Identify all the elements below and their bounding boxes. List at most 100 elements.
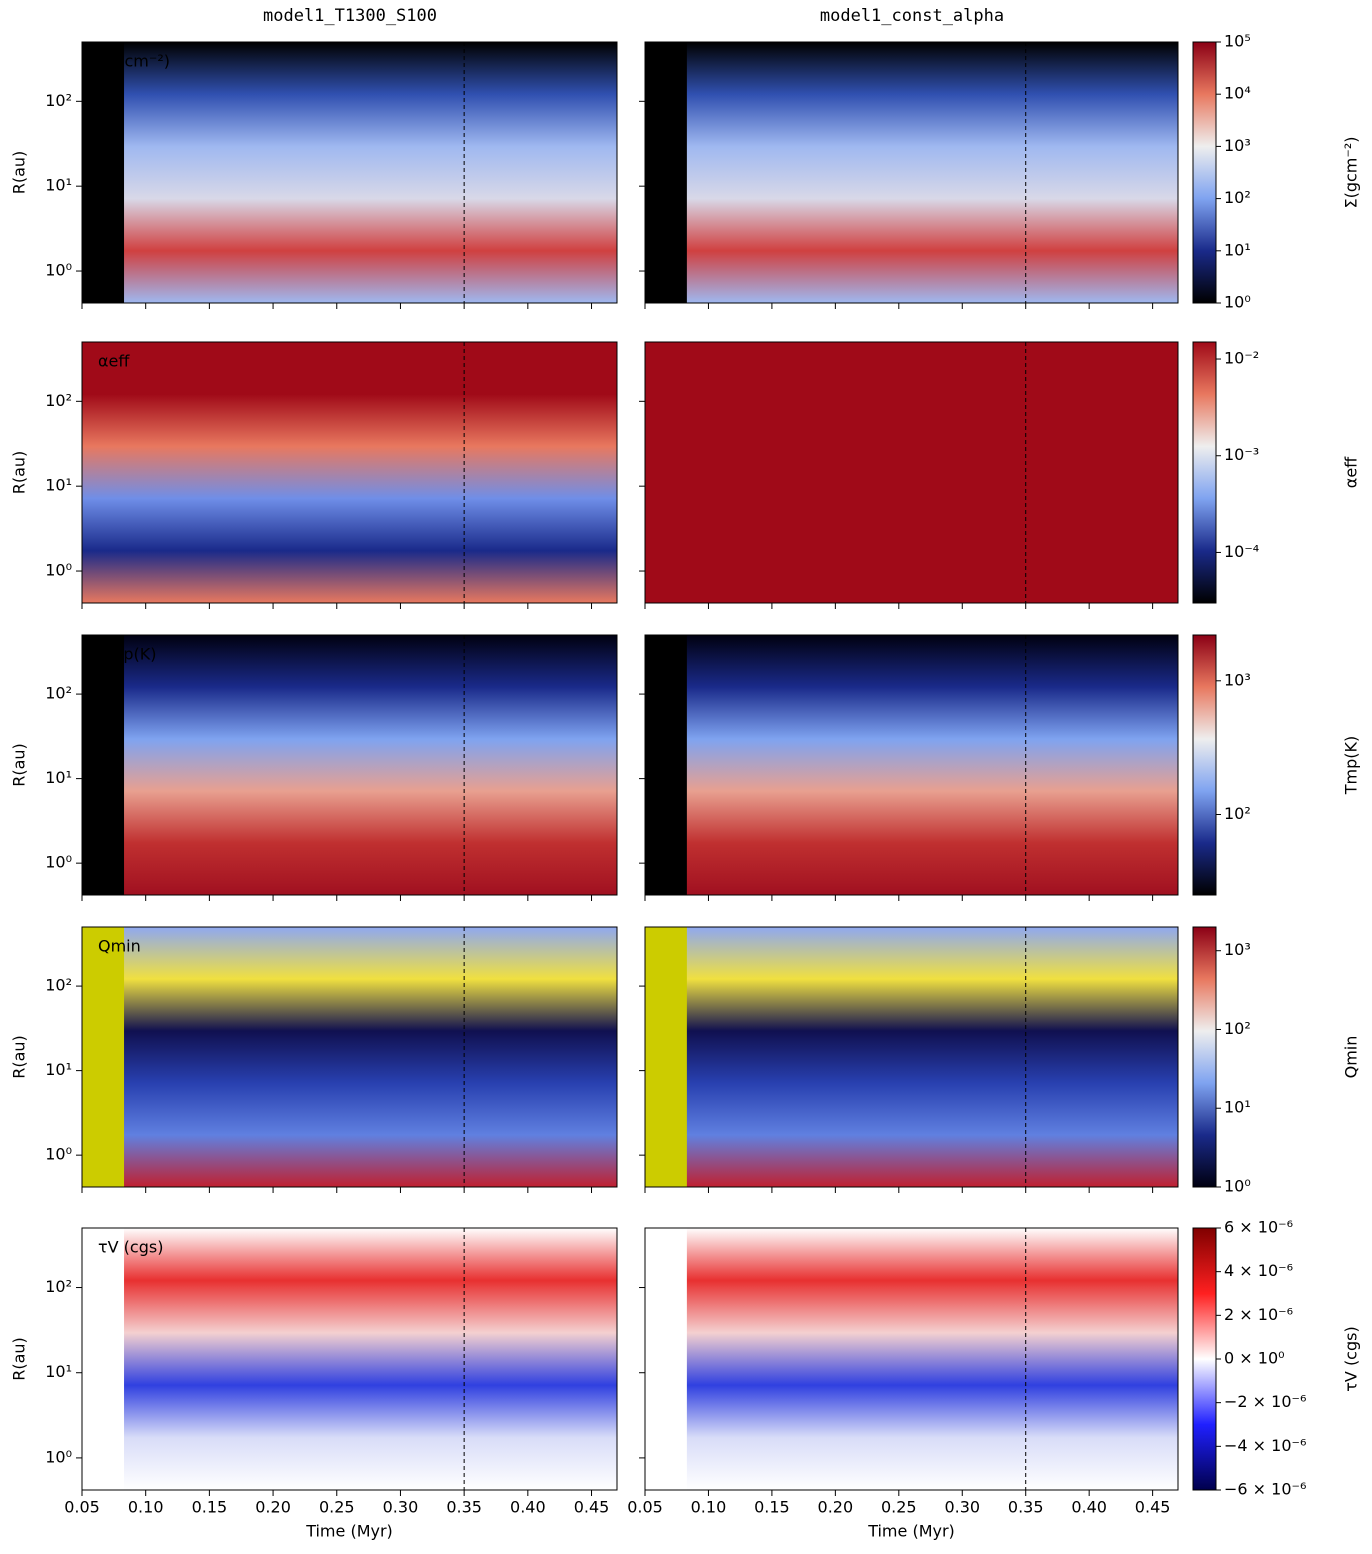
frame	[81, 1227, 618, 1491]
column-title: model1_const_alpha	[820, 6, 1004, 26]
colorbar-tick-label: 10³	[1224, 940, 1251, 959]
colorbar	[1192, 634, 1217, 896]
panel	[644, 926, 1179, 1188]
y-tick-label: 10⁰	[45, 1145, 72, 1164]
colorbar-tick-label: 2 × 10⁻⁶	[1224, 1305, 1293, 1324]
x-tick-label: 0.10	[691, 1498, 727, 1517]
colorbar-tick-label: 10¹	[1224, 1098, 1251, 1117]
y-tick-label: 10¹	[45, 476, 72, 495]
panel	[644, 341, 1179, 604]
colorbar-tick-label: 10⁰	[1224, 293, 1251, 312]
empty-region	[645, 635, 687, 895]
x-tick-label: 0.45	[1135, 1498, 1171, 1517]
x-tick-label: 0.20	[818, 1498, 854, 1517]
x-tick-label: 0.35	[1008, 1498, 1044, 1517]
frame	[81, 341, 618, 604]
frame	[644, 926, 1179, 1188]
colorbar	[1192, 41, 1217, 304]
colorbar-tick-label: 10⁰	[1224, 1177, 1251, 1196]
frame	[81, 926, 618, 1188]
colorbar-tick-label: 10⁴	[1224, 84, 1251, 103]
frame	[644, 41, 1179, 304]
panel	[81, 634, 618, 896]
y-tick-label: 10²	[45, 684, 72, 703]
column-title: model1_T1300_S100	[263, 6, 437, 26]
colorbar-label: Qmin	[1342, 1036, 1361, 1079]
empty-region	[645, 927, 687, 1187]
y-tick-label: 10⁰	[45, 1447, 72, 1466]
colorbar-tick-label: 6 × 10⁻⁶	[1224, 1218, 1293, 1237]
x-axis-label: Time (Myr)	[867, 1522, 955, 1541]
x-tick-label: 0.40	[510, 1498, 546, 1517]
panel	[644, 634, 1179, 896]
frame	[644, 634, 1179, 896]
frame	[644, 1227, 1179, 1491]
x-tick-label: 0.20	[255, 1498, 291, 1517]
panel	[644, 1227, 1179, 1491]
colorbar-tick-label: 10⁵	[1224, 32, 1251, 51]
empty-region	[82, 635, 125, 895]
y-tick-label: 10²	[45, 391, 72, 410]
heatmap-field	[82, 342, 617, 603]
frame	[644, 341, 1179, 604]
panel-label: Tmp(K)	[97, 645, 157, 664]
colorbar-tick-label: 10²	[1224, 1019, 1251, 1038]
heatmap-field	[645, 42, 1178, 303]
empty-region	[82, 1228, 125, 1490]
y-tick-label: 10¹	[45, 1060, 72, 1079]
x-axis-label: Time (Myr)	[305, 1522, 393, 1541]
panel-label: Σ(gcm⁻²)	[98, 52, 170, 71]
y-axis-label: R(au)	[10, 743, 29, 787]
heatmap-field	[645, 635, 1178, 895]
colorbar-tick-label: 10⁻³	[1224, 445, 1259, 464]
colorbar-tick-label: 0 × 10⁰	[1224, 1349, 1285, 1368]
colorbar-tick-label: −2 × 10⁻⁶	[1224, 1392, 1306, 1411]
colorbar-tick-label: 10⁻⁴	[1224, 542, 1259, 561]
x-tick-label: 0.15	[754, 1498, 790, 1517]
colorbar-tick-label: 10¹	[1224, 240, 1251, 259]
colorbar-tick-label: −4 × 10⁻⁶	[1224, 1436, 1306, 1455]
y-tick-label: 10¹	[45, 768, 72, 787]
heatmap-field	[82, 635, 617, 895]
x-tick-label: 0.40	[1071, 1498, 1107, 1517]
colorbar	[1192, 341, 1217, 604]
colorbar-tick-label: −6 × 10⁻⁶	[1224, 1480, 1306, 1499]
x-tick-label: 0.05	[64, 1498, 100, 1517]
empty-region	[82, 927, 125, 1187]
empty-region	[645, 1228, 687, 1490]
colorbar	[1192, 926, 1217, 1188]
panel-label: τV (cgs)	[98, 1238, 163, 1257]
y-tick-label: 10²	[45, 1277, 72, 1296]
x-tick-label: 0.10	[128, 1498, 164, 1517]
panel	[81, 1227, 618, 1491]
x-tick-label: 0.25	[881, 1498, 917, 1517]
panel-label: αeff	[98, 352, 130, 371]
y-axis-label: R(au)	[10, 451, 29, 495]
colorbar-tick-label: 10³	[1224, 670, 1251, 689]
y-tick-label: 10¹	[45, 176, 72, 195]
colorbar-label: αeff	[1342, 456, 1361, 488]
x-tick-label: 0.35	[446, 1498, 482, 1517]
colorbar-tick-label: 10³	[1224, 136, 1251, 155]
y-axis-label: R(au)	[10, 1337, 29, 1381]
panel	[81, 926, 618, 1188]
heatmap-field	[645, 927, 1178, 1187]
colorbar-tick-label: 4 × 10⁻⁶	[1224, 1261, 1293, 1280]
colorbar-label: Tmp(K)	[1342, 736, 1361, 796]
panel	[644, 41, 1179, 304]
panel	[81, 41, 618, 304]
y-axis-label: R(au)	[10, 1035, 29, 1079]
y-tick-label: 10⁰	[45, 261, 72, 280]
y-tick-label: 10²	[45, 976, 72, 995]
heatmap-field	[645, 342, 1178, 603]
empty-region	[82, 42, 125, 303]
colorbar-tick-label: 10⁻²	[1224, 349, 1259, 368]
x-tick-label: 0.25	[319, 1498, 355, 1517]
x-tick-label: 0.05	[627, 1498, 663, 1517]
y-tick-label: 10²	[45, 91, 72, 110]
colorbar-tick-label: 10²	[1224, 804, 1251, 823]
y-axis-label: R(au)	[10, 151, 29, 195]
y-tick-label: 10¹	[45, 1362, 72, 1381]
x-tick-label: 0.15	[192, 1498, 228, 1517]
